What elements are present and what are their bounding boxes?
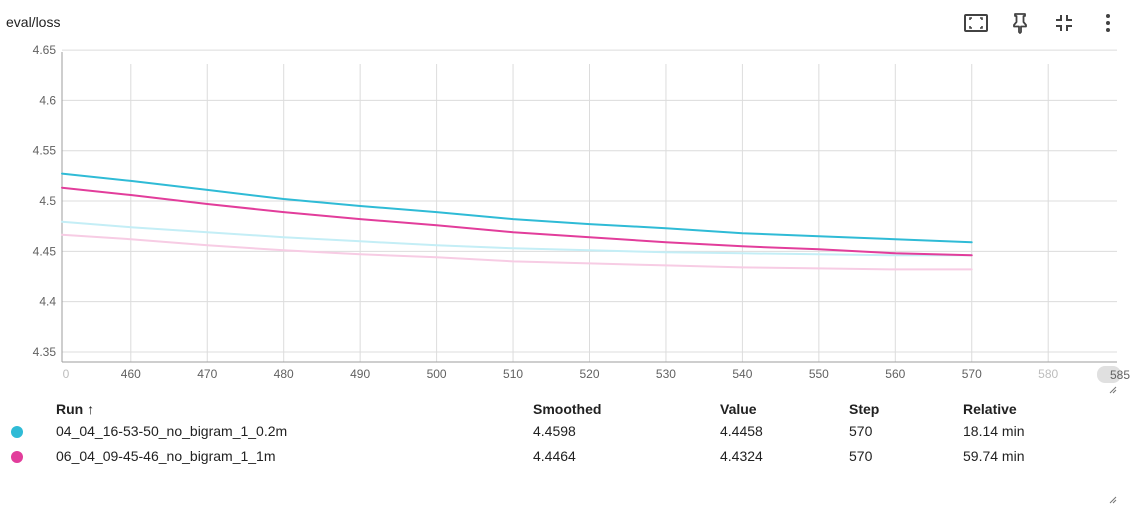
x-tick-label: 580 [1038,367,1058,381]
pin-icon [1013,13,1027,34]
x-tick-label: 460 [121,367,141,381]
y-tick-label: 4.65 [33,43,57,57]
x-tick-label: 530 [656,367,676,381]
x-edge-label-right: 585 [1110,368,1130,382]
x-edge-label-left: 0 [63,367,70,381]
chart-title: eval/loss [6,14,61,30]
table-resize-handle[interactable] [1107,494,1117,504]
table-row: 06_04_09-45-46_no_bigram_1_1m 4.4464 4.4… [0,445,1131,470]
x-tick-label: 550 [809,367,829,381]
y-tick-label: 4.55 [33,144,57,158]
smoothed-series-line-run1 [61,172,973,244]
y-tick-label: 4.5 [39,194,56,208]
step-value: 570 [849,423,873,439]
raw-value: 4.4458 [720,423,763,439]
runs-table: Run ↑ Smoothed Value Step Relative 04_04… [0,398,1131,470]
relative-time: 59.74 min [963,448,1025,464]
chart-resize-handle[interactable] [1107,384,1117,394]
x-tick-label: 490 [350,367,370,381]
more-options-button[interactable] [1093,10,1123,36]
x-edge-label-badge [1097,366,1121,383]
raw-series-line-run1 [61,220,973,257]
loss-line-chart[interactable]: 4.35 4.4 4.45 4.5 4.55 4.6 4.65 460 470 480 490 500… [0,40,1131,390]
grid-layer [62,49,1117,362]
more-vert-icon [1106,14,1110,32]
header-relative[interactable]: Relative [963,401,1017,417]
smoothed-value: 4.4464 [533,448,576,464]
header-step[interactable]: Step [849,401,880,417]
collapse-button[interactable] [1049,10,1079,36]
run-name: 06_04_09-45-46_no_bigram_1_1m [56,448,276,464]
smoothed-value: 4.4598 [533,423,576,439]
x-tick-label: 480 [274,367,294,381]
chart-toolbar [961,10,1123,36]
fit-domain-button[interactable] [961,10,991,36]
step-value: 570 [849,448,873,464]
x-tick-label: 470 [197,367,217,381]
x-tick-label: 540 [732,367,752,381]
collapse-icon [1056,15,1072,31]
axis-layer [61,52,1117,363]
run-name: 04_04_16-53-50_no_bigram_1_0.2m [56,423,288,439]
y-tick-label: 4.6 [39,93,56,107]
raw-value: 4.4324 [720,448,763,464]
pin-button[interactable] [1005,10,1035,36]
relative-time: 18.14 min [963,423,1025,439]
x-tick-label: 510 [503,367,523,381]
x-tick-label: 560 [885,367,905,381]
table-row: 04_04_16-53-50_no_bigram_1_0.2m 4.4598 4… [0,420,1131,445]
y-tick-label: 4.35 [33,345,57,359]
header-run[interactable]: Run ↑ [56,401,95,417]
fit-domain-icon [964,14,988,32]
smoothed-series-line-run2 [61,186,973,257]
x-tick-label: 520 [579,367,599,381]
header-smoothed[interactable]: Smoothed [533,401,602,417]
x-tick-label: 500 [427,367,447,381]
y-tick-label: 4.45 [33,244,57,258]
raw-series-line-run2 [61,233,973,271]
run-color-dot [11,426,23,438]
y-tick-label: 4.4 [39,295,56,309]
header-value[interactable]: Value [720,401,757,417]
tick-labels: 4.35 4.4 4.45 4.5 4.55 4.6 4.65 460 470 480 490 500… [33,43,1130,383]
x-tick-label: 570 [962,367,982,381]
table-header: Run ↑ Smoothed Value Step Relative [0,398,1131,420]
run-color-dot [11,451,23,463]
series-layer [61,172,973,271]
